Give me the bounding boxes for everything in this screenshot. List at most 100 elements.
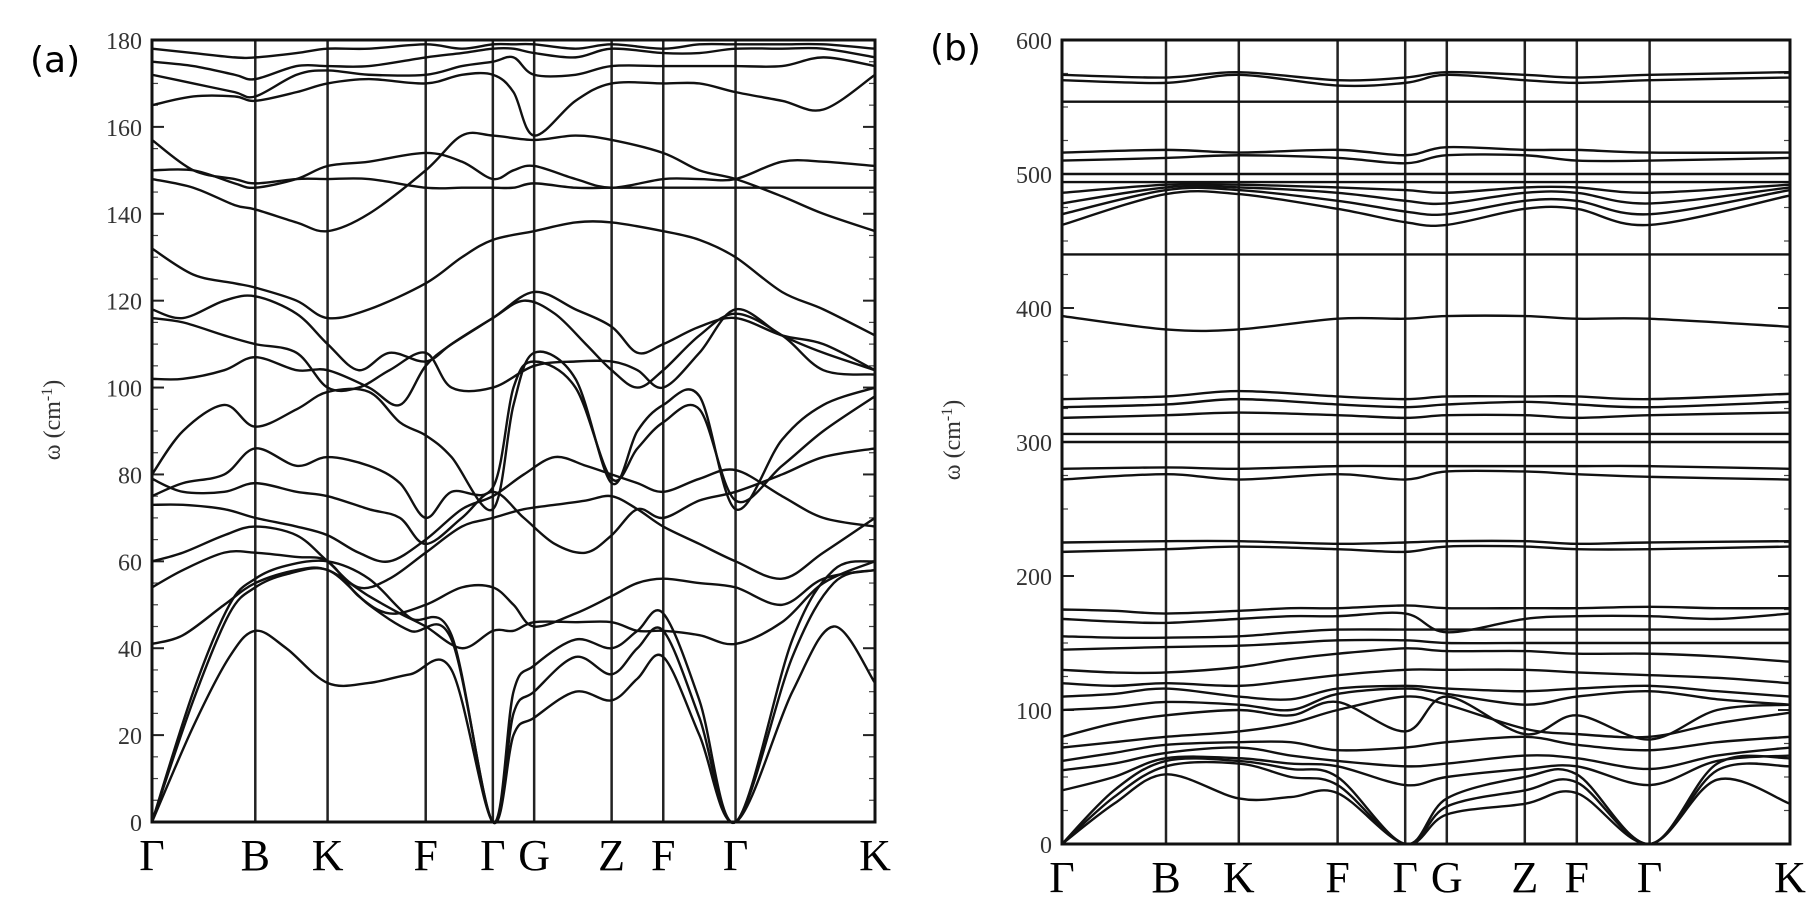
- panel-b-band-line: [1060, 604, 1792, 615]
- panel-b-band-line: [1060, 668, 1792, 688]
- panel-b-y-tick-label: 400: [1016, 297, 1052, 323]
- panel-b-y-tick-label: 500: [1016, 163, 1052, 189]
- panel-a-y-tick-label: 100: [106, 377, 142, 403]
- panel-a-band-line: [150, 455, 877, 563]
- panel-b-x-path-label: Γ: [1392, 853, 1417, 902]
- panel-b-band-line: [1060, 647, 1792, 675]
- panel-b-x-path-label: Z: [1511, 853, 1538, 902]
- panel-b-band-line: [1060, 189, 1792, 228]
- panel-a-x-path-label: F: [651, 831, 675, 880]
- panel-b-frame: [1060, 38, 1792, 846]
- panel-b-band-line: [1060, 397, 1792, 409]
- panel-a-y-tick-label: 40: [118, 637, 142, 663]
- panel-b-band-line: [1060, 695, 1792, 749]
- panel-a-band-line: [150, 46, 877, 81]
- panel-a-y-tick-label: 160: [106, 116, 142, 142]
- panel-b-band-line: [1060, 464, 1792, 471]
- panel-b-band-line: [1060, 687, 1792, 712]
- panel-a-band-line: [150, 290, 877, 372]
- panel-b-band-line: [1060, 184, 1792, 206]
- panel-b-y-tick-label: 0: [1040, 833, 1052, 859]
- panel-a-x-path-label: Γ: [723, 831, 748, 880]
- panel-a-y-tick-label: 120: [106, 290, 142, 316]
- panel-label-a: (a): [30, 40, 80, 81]
- panel-a-frame: [150, 38, 877, 824]
- panel-b-y-axis-label-sup: -1: [939, 408, 956, 421]
- panel-b-band-line: [1060, 469, 1792, 481]
- panel-a-y-tick-label: 80: [118, 463, 142, 489]
- panel-a-x-path-label: Z: [598, 831, 625, 880]
- panel-b-band-line: [1060, 611, 1792, 634]
- panel-a-y-axis-label-main: ω (cm: [40, 401, 66, 460]
- panel-a-band-line: [150, 560, 877, 650]
- panel-a-x-path-label: B: [241, 831, 270, 880]
- panel-b-band-line: [1060, 628, 1792, 640]
- panel-a-x-path-label: Γ: [139, 831, 164, 880]
- panel-a-band-line: [150, 350, 877, 512]
- panel-b-band-line: [1060, 638, 1792, 651]
- panel-a-x-path-label: K: [312, 831, 344, 880]
- panel-a-band-line: [150, 138, 877, 190]
- panel-b-y-tick-label: 200: [1016, 565, 1052, 591]
- panel-a-x-path-label: F: [413, 831, 437, 880]
- panel-a-x-path-label: Γ: [480, 831, 505, 880]
- panel-b-band-line: [1060, 735, 1792, 763]
- panel-b-band-line: [1060, 182, 1792, 195]
- panel-a-band-line: [150, 55, 877, 99]
- panel-b-x-path-label: G: [1431, 853, 1463, 902]
- panel-b-y-axis-label-main: ω (cm: [940, 421, 966, 480]
- panel-b-band-line: [1060, 539, 1792, 546]
- panel-b-x-path-label: K: [1774, 853, 1806, 902]
- panel-a-band-line: [150, 549, 877, 628]
- panel-a-band-line: [150, 559, 877, 824]
- panel-a-x-path-label: K: [859, 831, 891, 880]
- panel-b-band-line: [1060, 186, 1792, 217]
- panel-b-band-line: [1060, 153, 1792, 165]
- panel-a-x-path-label: G: [518, 831, 550, 880]
- panel-b-band-line: [1060, 411, 1792, 420]
- panel-a-y-tick-label: 180: [106, 29, 142, 55]
- panel-a-y-tick-label: 140: [106, 203, 142, 229]
- panel-b-band-line: [1060, 544, 1792, 554]
- panel-b-band-line: [1060, 773, 1792, 846]
- panel-a-band-line: [150, 360, 877, 520]
- panel-a-band-line: [150, 71, 877, 137]
- panel-b-band-line: [1060, 746, 1792, 772]
- panel-b-band-line: [1060, 684, 1792, 701]
- panel-a-y-axis-label-close: ): [40, 380, 66, 388]
- panel-b-band-line: [1060, 73, 1792, 88]
- panel-a-band-line: [150, 42, 877, 60]
- panel-b-y-tick-label: 300: [1016, 431, 1052, 457]
- panel-a-y-tick-label: 20: [118, 724, 142, 750]
- panel-label-b: (b): [930, 28, 981, 69]
- panel-a-band-line: [150, 220, 877, 337]
- panel-b-y-tick-label: 100: [1016, 699, 1052, 725]
- panel-b-x-path-label: F: [1565, 853, 1589, 902]
- panel-b-y-axis-label-close: ): [940, 400, 966, 408]
- panel-b-x-path-label: Γ: [1049, 853, 1074, 902]
- panel-b-band-line: [1060, 695, 1792, 741]
- panel-a-band-line: [150, 151, 877, 190]
- panel-a-band-line: [150, 494, 877, 590]
- panel-b-y-axis-label: ω (cm-1): [939, 400, 967, 480]
- panel-b-band-line: [1060, 145, 1792, 157]
- panel-b-x-path-label: B: [1151, 853, 1180, 902]
- panel-b-band-line: [1060, 389, 1792, 401]
- panel-b-band-line: [1060, 754, 1792, 792]
- panel-a-y-tick-label: 0: [130, 811, 142, 837]
- panel-a-y-axis-label: ω (cm-1): [39, 380, 67, 460]
- panel-a-y-axis-label-sup: -1: [39, 388, 56, 401]
- panel-a-y-tick-label: 60: [118, 550, 142, 576]
- panel-b-band-line: [1060, 70, 1792, 82]
- panel-b-x-path-label: F: [1325, 853, 1349, 902]
- panel-b-x-path-label: K: [1223, 853, 1255, 902]
- panel-a-band-line: [150, 625, 877, 825]
- panel-b-band-line: [1060, 314, 1792, 333]
- panel-b-y-tick-label: 600: [1016, 29, 1052, 55]
- panel-a-band-line: [150, 308, 877, 393]
- panel-a-band-line: [150, 447, 877, 555]
- panel-b-x-path-label: Γ: [1637, 853, 1662, 902]
